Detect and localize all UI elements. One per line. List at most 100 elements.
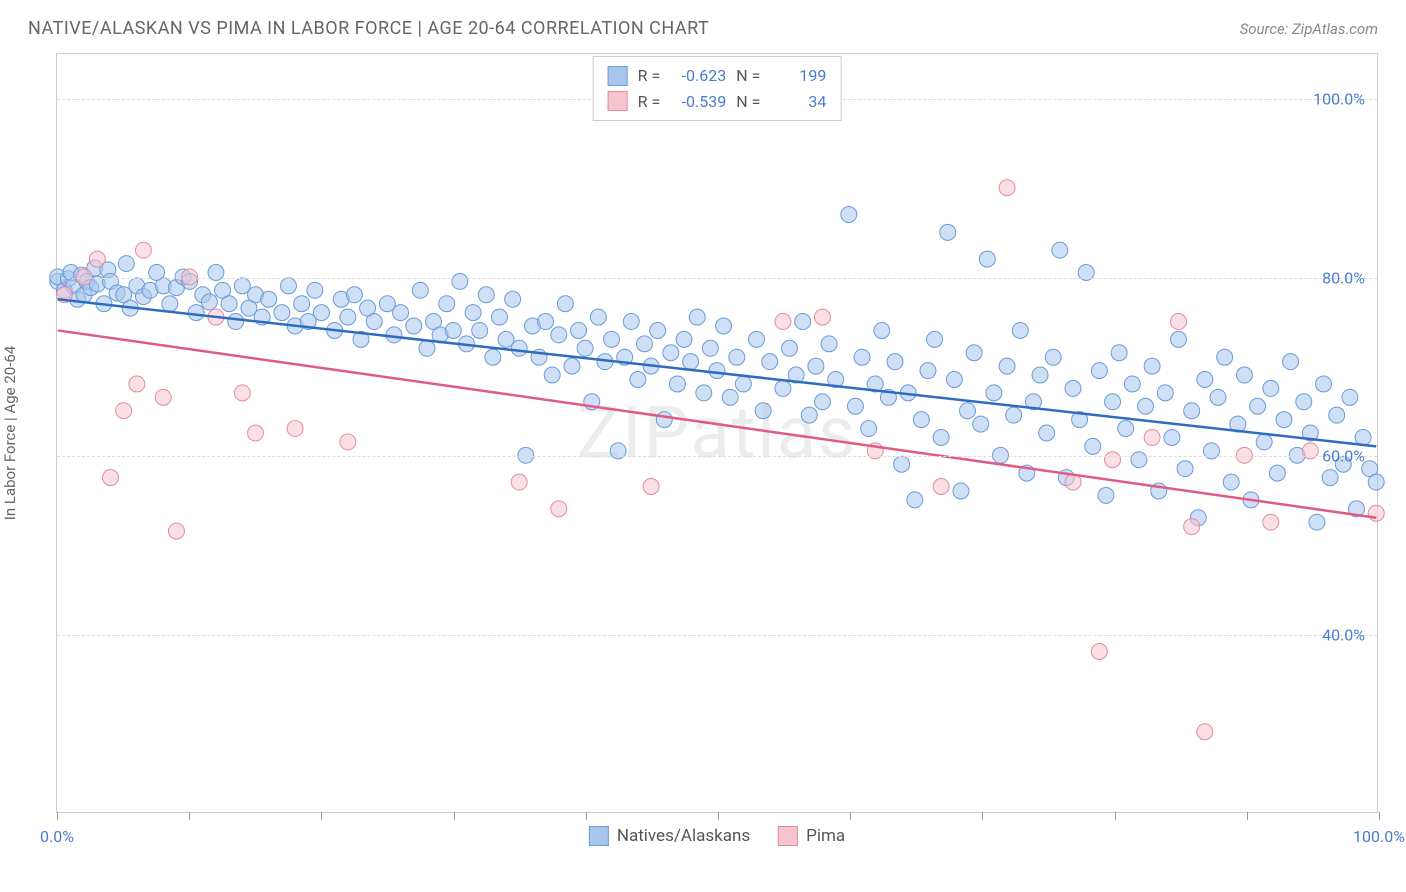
scatter-point	[465, 305, 481, 321]
scatter-point	[452, 273, 468, 289]
scatter-point	[1283, 354, 1299, 370]
scatter-point	[221, 296, 237, 312]
x-tick	[321, 812, 322, 820]
scatter-point	[729, 349, 745, 365]
scatter-point	[821, 336, 837, 352]
scatter-point	[1105, 452, 1121, 468]
scatter-point	[1269, 465, 1285, 481]
scatter-point	[874, 322, 890, 338]
scatter-point	[1052, 242, 1068, 258]
scatter-point	[927, 331, 943, 347]
scatter-point	[155, 389, 171, 405]
swatch-natives-icon	[589, 826, 609, 846]
scatter-point	[1309, 514, 1325, 530]
scatter-point	[1296, 394, 1312, 410]
scatter-point	[472, 322, 488, 338]
legend-label-natives: Natives/Alaskans	[617, 826, 750, 846]
chart-container: In Labor Force | Age 20-64 R = -0.623 N …	[28, 53, 1378, 813]
scatter-point	[702, 340, 718, 356]
scatter-point	[1085, 438, 1101, 454]
scatter-point	[1131, 452, 1147, 468]
scatter-point	[933, 479, 949, 495]
y-tick-label: 80.0%	[1322, 268, 1365, 287]
scatter-point	[577, 340, 593, 356]
scatter-point	[419, 340, 435, 356]
scatter-point	[485, 349, 501, 365]
scatter-point	[1138, 398, 1154, 414]
scatter-point	[920, 363, 936, 379]
scatter-point	[604, 331, 620, 347]
scatter-point	[669, 376, 685, 392]
scatter-point	[630, 372, 646, 388]
scatter-point	[1012, 322, 1028, 338]
scatter-point	[795, 314, 811, 330]
scatter-point	[118, 256, 134, 272]
y-tick-label: 100.0%	[1313, 89, 1365, 108]
scatter-point	[1197, 372, 1213, 388]
scatter-point	[1342, 389, 1358, 405]
scatter-point	[907, 492, 923, 508]
scatter-point	[1091, 363, 1107, 379]
scatter-point	[261, 291, 277, 307]
scatter-point	[1316, 376, 1332, 392]
scatter-point	[643, 479, 659, 495]
scatter-point	[933, 429, 949, 445]
scatter-point	[1124, 376, 1140, 392]
scatter-point	[412, 282, 428, 298]
x-tick	[1379, 812, 1380, 820]
scatter-point	[505, 291, 521, 307]
n-value-pima: 34	[770, 89, 826, 115]
scatter-point	[1006, 407, 1022, 423]
scatter-point	[993, 447, 1009, 463]
swatch-natives	[608, 66, 628, 86]
n-label: N =	[736, 63, 760, 89]
gridline	[57, 635, 1377, 636]
scatter-point	[228, 314, 244, 330]
scatter-point	[518, 447, 534, 463]
x-tick	[454, 812, 455, 820]
scatter-point	[129, 376, 145, 392]
scatter-point	[953, 483, 969, 499]
scatter-point	[716, 318, 732, 334]
x-tick	[850, 812, 851, 820]
scatter-point	[847, 398, 863, 414]
chart-source: Source: ZipAtlas.com	[1240, 20, 1378, 38]
scatter-point	[999, 358, 1015, 374]
n-value-natives: 199	[770, 63, 826, 89]
scatter-point	[775, 380, 791, 396]
scatter-point	[841, 207, 857, 223]
scatter-point	[1256, 434, 1272, 450]
scatter-point	[1263, 514, 1279, 530]
scatter-point	[89, 251, 105, 267]
scatter-point	[445, 322, 461, 338]
scatter-point	[762, 354, 778, 370]
scatter-point	[637, 336, 653, 352]
gridline	[57, 456, 1377, 457]
scatter-point	[623, 314, 639, 330]
y-axis-label: In Labor Force | Age 20-64	[1, 346, 19, 520]
scatter-point	[116, 403, 132, 419]
scatter-point	[1045, 349, 1061, 365]
scatter-point	[393, 305, 409, 321]
scatter-point	[274, 305, 290, 321]
scatter-point	[1032, 367, 1048, 383]
scatter-point	[511, 474, 527, 490]
x-tick	[586, 812, 587, 820]
x-tick	[57, 812, 58, 820]
series-legend: Natives/Alaskans Pima	[589, 826, 845, 846]
scatter-point	[538, 314, 554, 330]
scatter-point	[689, 309, 705, 325]
scatter-point	[676, 331, 692, 347]
legend-item-natives: Natives/Alaskans	[589, 826, 750, 846]
legend-row-pima: R = -0.539 N = 34	[608, 89, 827, 115]
scatter-point	[854, 349, 870, 365]
scatter-point	[551, 327, 567, 343]
scatter-point	[1065, 380, 1081, 396]
scatter-point	[999, 180, 1015, 196]
scatter-point	[663, 345, 679, 361]
scatter-point	[1368, 474, 1384, 490]
x-tick	[1247, 812, 1248, 820]
scatter-point	[1236, 447, 1252, 463]
scatter-point	[887, 354, 903, 370]
scatter-point	[960, 403, 976, 419]
